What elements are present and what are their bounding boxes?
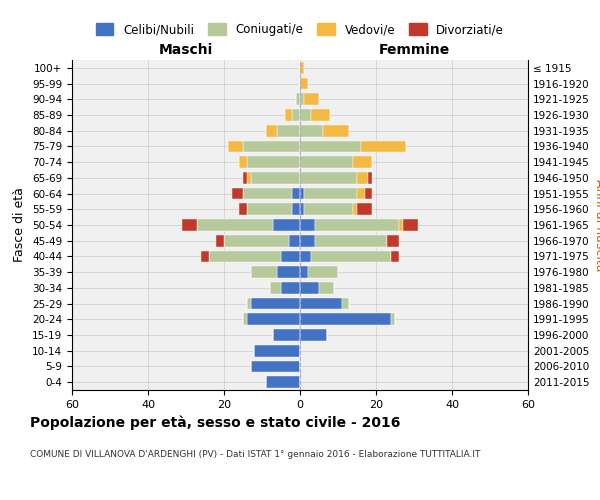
Bar xyxy=(300,250,311,262)
Bar xyxy=(300,156,353,168)
Bar xyxy=(357,172,368,184)
Bar xyxy=(365,188,372,200)
Bar xyxy=(292,109,300,121)
Bar xyxy=(239,204,247,215)
Bar xyxy=(197,219,274,231)
Bar xyxy=(243,140,300,152)
Bar xyxy=(300,219,315,231)
Bar xyxy=(269,282,281,294)
Bar xyxy=(388,235,399,246)
Text: Maschi: Maschi xyxy=(159,43,213,57)
Bar xyxy=(300,94,304,105)
Bar xyxy=(319,282,334,294)
Text: Femmine: Femmine xyxy=(379,43,449,57)
Bar xyxy=(251,266,277,278)
Bar xyxy=(391,314,395,325)
Bar xyxy=(300,329,326,341)
Bar xyxy=(243,188,292,200)
Bar xyxy=(243,172,247,184)
Bar xyxy=(361,140,406,152)
Bar xyxy=(311,250,391,262)
Bar xyxy=(266,376,300,388)
Bar xyxy=(224,235,289,246)
Bar xyxy=(300,78,308,90)
Bar xyxy=(357,188,365,200)
Bar xyxy=(304,188,357,200)
Bar xyxy=(368,172,372,184)
Bar xyxy=(399,219,403,231)
Bar xyxy=(277,266,300,278)
Bar xyxy=(315,219,399,231)
Bar xyxy=(311,109,331,121)
Bar xyxy=(277,125,300,136)
Y-axis label: Anni di nascita: Anni di nascita xyxy=(593,179,600,271)
Text: COMUNE DI VILLANOVA D'ARDENGHI (PV) - Dati ISTAT 1° gennaio 2016 - Elaborazione : COMUNE DI VILLANOVA D'ARDENGHI (PV) - Da… xyxy=(30,450,481,459)
Bar xyxy=(300,172,357,184)
Bar xyxy=(247,172,251,184)
Bar xyxy=(274,329,300,341)
Bar xyxy=(239,156,247,168)
Bar xyxy=(296,94,300,105)
Bar xyxy=(308,266,338,278)
Bar xyxy=(251,360,300,372)
Bar xyxy=(300,109,311,121)
Bar xyxy=(281,282,300,294)
Bar xyxy=(289,235,300,246)
Bar xyxy=(254,345,300,356)
Bar xyxy=(232,188,243,200)
Bar xyxy=(300,62,304,74)
Bar xyxy=(228,140,243,152)
Bar xyxy=(300,282,319,294)
Bar xyxy=(247,204,292,215)
Bar xyxy=(300,266,308,278)
Bar xyxy=(247,298,251,310)
Bar xyxy=(403,219,418,231)
Bar xyxy=(300,204,304,215)
Bar xyxy=(342,298,349,310)
Bar xyxy=(353,156,372,168)
Bar xyxy=(357,204,372,215)
Bar xyxy=(353,204,357,215)
Bar xyxy=(251,298,300,310)
Bar xyxy=(300,235,315,246)
Bar xyxy=(315,235,388,246)
Bar xyxy=(274,219,300,231)
Bar xyxy=(292,204,300,215)
Bar xyxy=(300,298,342,310)
Bar xyxy=(266,125,277,136)
Bar xyxy=(300,314,391,325)
Bar xyxy=(300,125,323,136)
Bar xyxy=(304,94,319,105)
Bar xyxy=(247,314,300,325)
Bar xyxy=(201,250,209,262)
Bar xyxy=(391,250,399,262)
Bar xyxy=(209,250,281,262)
Bar xyxy=(251,172,300,184)
Bar xyxy=(281,250,300,262)
Bar xyxy=(300,188,304,200)
Bar xyxy=(285,109,292,121)
Legend: Celibi/Nubili, Coniugati/e, Vedovi/e, Divorziati/e: Celibi/Nubili, Coniugati/e, Vedovi/e, Di… xyxy=(92,20,508,40)
Bar xyxy=(243,314,247,325)
Bar xyxy=(292,188,300,200)
Bar xyxy=(247,156,300,168)
Bar xyxy=(300,140,361,152)
Y-axis label: Fasce di età: Fasce di età xyxy=(13,188,26,262)
Bar xyxy=(182,219,197,231)
Bar xyxy=(323,125,349,136)
Bar xyxy=(217,235,224,246)
Text: Popolazione per età, sesso e stato civile - 2016: Popolazione per età, sesso e stato civil… xyxy=(30,415,400,430)
Bar xyxy=(304,204,353,215)
